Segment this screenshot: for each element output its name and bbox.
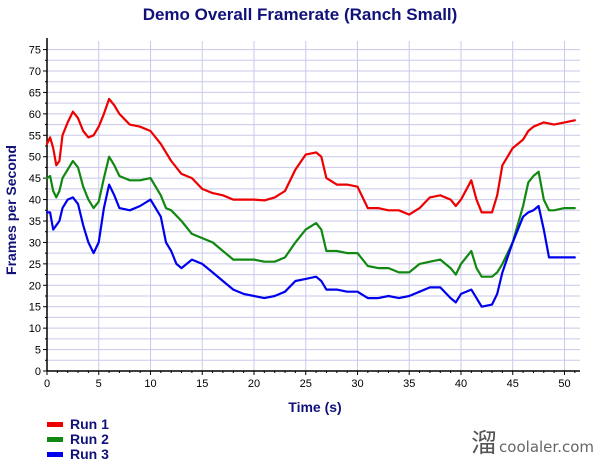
y-tick-label: 5 [35, 345, 41, 357]
y-tick-label: 0 [35, 366, 41, 378]
x-axis-label: Time (s) [288, 399, 341, 415]
y-tick-label: 60 [29, 109, 41, 121]
y-tick-label: 70 [29, 66, 41, 78]
series-line-2 [45, 155, 576, 278]
watermark-text: coolaler.com [499, 438, 594, 456]
y-tick-label: 20 [29, 280, 41, 292]
x-tick-label: 0 [44, 378, 50, 390]
series-line-1 [45, 97, 576, 216]
legend-label-1: Run 1 [70, 416, 109, 432]
x-tick-label: 15 [196, 378, 208, 390]
x-tick-label: 45 [507, 378, 519, 390]
x-tick-label: 25 [300, 378, 312, 390]
watermark: 溜 coolaler.com [471, 423, 594, 460]
y-tick-label: 55 [29, 130, 41, 142]
axes [43, 38, 580, 375]
y-tick-label: 40 [29, 195, 41, 207]
y-tick-label: 15 [29, 302, 41, 314]
x-tick-label: 20 [248, 378, 260, 390]
y-tick-label: 30 [29, 237, 41, 249]
x-tick-label: 35 [403, 378, 415, 390]
legend-label-3: Run 3 [70, 446, 109, 462]
grid-lines [47, 41, 580, 371]
y-tick-label: 10 [29, 323, 41, 335]
x-tick-label: 50 [558, 378, 570, 390]
x-tick-label: 10 [144, 378, 156, 390]
chart-title: Demo Overall Framerate (Ranch Small) [143, 5, 458, 24]
x-tick-label: 40 [455, 378, 467, 390]
x-tick-label: 30 [351, 378, 363, 390]
series-line-3 [45, 183, 576, 308]
y-axis-label: Frames per Second [3, 145, 19, 275]
y-tick-label: 50 [29, 152, 41, 164]
legend-swatch-3 [47, 452, 63, 457]
y-tick-label: 45 [29, 173, 41, 185]
y-tick-label: 35 [29, 216, 41, 228]
tick-labels: 0 5 10 15 20 25 30 35 40 45 50 55 60 65 70 75 0 5 10 15 20 25… [29, 45, 571, 390]
x-tick-label: 5 [96, 378, 102, 390]
y-tick-label: 65 [29, 87, 41, 99]
series-lines [45, 97, 576, 308]
legend-swatch-1 [47, 422, 63, 427]
y-tick-label: 75 [29, 45, 41, 57]
legend-label-2: Run 2 [70, 431, 109, 447]
watermark-logo-glyph: 溜 [471, 429, 498, 459]
legend-swatch-2 [47, 437, 63, 442]
y-tick-label: 25 [29, 259, 41, 271]
